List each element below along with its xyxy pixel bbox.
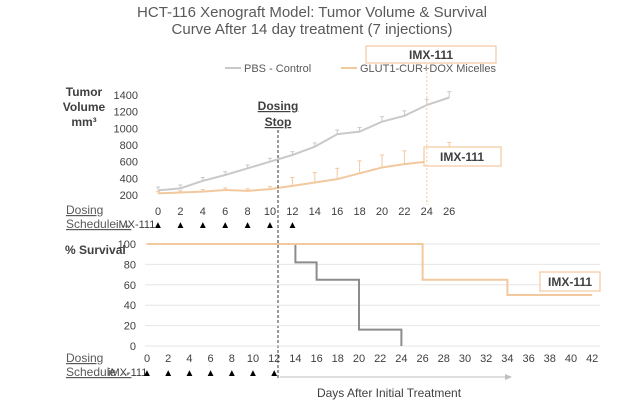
chart-subtitle: Curve After 14 day treatment (7 injectio… <box>172 21 453 38</box>
survival-xtick-label: 0 <box>144 353 150 365</box>
tumor-ylabel-line: Tumor <box>66 85 103 99</box>
survival-xtick-label: 26 <box>416 353 428 365</box>
tumor-treated-callout-label: IMX-111 <box>440 150 484 164</box>
dosing-stop-label-line2: Stop <box>265 115 292 129</box>
tumor-xtick-label: 12 <box>286 206 298 218</box>
dosing-schedule-bottom-dose-marker: ▲ <box>142 368 152 379</box>
survival-xtick-label: 6 <box>208 353 214 365</box>
tumor-xtick-label: 14 <box>309 206 321 218</box>
tumor-series-line-1 <box>157 156 450 195</box>
dosing-schedule-bottom-dose-marker: ▲ <box>269 368 279 379</box>
tumor-xtick-label: 10 <box>264 206 276 218</box>
tumor-ytick-label: 1400 <box>114 90 138 102</box>
legend-label-treated: GLUT1-CUR+DOX Micelles <box>360 63 496 75</box>
survival-series-line-1 <box>147 243 593 296</box>
survival-xlabel: Days After Initial Treatment <box>317 386 462 400</box>
survival-xtick-label: 20 <box>353 353 365 365</box>
tumor-treated-callout <box>423 146 502 167</box>
tumor-ytick-label: 800 <box>120 140 138 152</box>
dosing-schedule-top-label-line1: Dosing <box>66 203 103 217</box>
dosing-schedule-top-dose-marker: ▲ <box>287 220 297 231</box>
survival-series-line-0 <box>147 243 403 346</box>
tumor-ytick-label: 600 <box>120 157 138 169</box>
dosing-schedule-top-dose-marker: ▲ <box>153 220 163 231</box>
survival-treated-callout-label: IMX-111 <box>548 275 592 289</box>
survival-xtick-label: 40 <box>565 353 577 365</box>
survival-xtick-label: 36 <box>522 353 534 365</box>
legend-box-label: IMX-111 <box>409 48 453 62</box>
dosing-stop-label-line1: Dosing <box>258 99 299 113</box>
tumor-xtick-label: 16 <box>331 206 343 218</box>
tumor-series-line-0 <box>157 96 450 192</box>
tumor-xtick-label: 6 <box>222 206 228 218</box>
tumor-xtick-label: 18 <box>353 206 365 218</box>
survival-xtick-label: 30 <box>459 353 471 365</box>
survival-xtick-label: 38 <box>544 353 556 365</box>
survival-xtick-label: 22 <box>374 353 386 365</box>
dosing-schedule-bottom-dose-marker: ▲ <box>163 368 173 379</box>
dosing-schedule-top-dose-marker: ▲ <box>175 220 185 231</box>
dosing-schedule-top-dose-marker: ▲ <box>220 220 230 231</box>
dosing-schedule-top-dose-marker: ▲ <box>198 220 208 231</box>
survival-xtick-label: 12 <box>268 353 280 365</box>
tumor-xtick-label: 24 <box>421 206 433 218</box>
dosing-schedule-top-label-line2: Schedule → <box>66 217 131 231</box>
survival-xtick-label: 8 <box>229 353 235 365</box>
dosing-schedule-top-dose-marker: ▲ <box>243 220 253 231</box>
chart-title: HCT-116 Xenograft Model: Tumor Volume & … <box>137 4 487 21</box>
survival-treated-callout <box>539 271 601 292</box>
tumor-xtick-label: 2 <box>177 206 183 218</box>
dosing-schedule-bottom-label-line2: Schedule → <box>66 365 131 379</box>
survival-xtick-label: 28 <box>438 353 450 365</box>
tumor-xtick-label: 20 <box>376 206 388 218</box>
legend-label-control: PBS - Control <box>244 63 311 75</box>
dosing-schedule-bottom-dose-marker: ▲ <box>248 368 258 379</box>
survival-xtick-label: 24 <box>395 353 407 365</box>
survival-xtick-label: 2 <box>165 353 171 365</box>
survival-ytick-label: 40 <box>124 300 136 312</box>
tumor-ytick-label: 1000 <box>114 123 138 135</box>
tumor-xtick-label: 0 <box>155 206 161 218</box>
survival-xtick-label: 14 <box>289 353 301 365</box>
tumor-xtick-label: 26 <box>443 206 455 218</box>
dosing-schedule-top-drug-label: iMX-111 <box>116 219 155 231</box>
survival-ytick-label: 80 <box>124 259 136 271</box>
dosing-schedule-bottom-dose-marker: ▲ <box>227 368 237 379</box>
survival-xtick-label: 16 <box>310 353 322 365</box>
survival-ytick-label: 20 <box>124 321 136 333</box>
legend-box <box>365 45 497 64</box>
survival-ytick-label: 100 <box>118 239 136 251</box>
survival-x-arrow-head <box>505 374 512 380</box>
survival-ylabel: % Survival <box>65 243 126 257</box>
survival-xtick-label: 42 <box>586 353 598 365</box>
survival-xtick-label: 4 <box>186 353 192 365</box>
dosing-schedule-top-dose-marker: ▲ <box>265 220 275 231</box>
survival-xtick-label: 18 <box>332 353 344 365</box>
tumor-xtick-label: 22 <box>398 206 410 218</box>
dosing-schedule-bottom-dose-marker: ▲ <box>206 368 216 379</box>
tumor-xtick-label: 8 <box>245 206 251 218</box>
tumor-ytick-label: 400 <box>120 173 138 185</box>
tumor-ylabel-line: mm³ <box>71 115 96 129</box>
tumor-ytick-label: 200 <box>120 190 138 202</box>
dosing-schedule-bottom-drug-label: iMX-111 <box>108 367 147 379</box>
survival-ytick-label: 0 <box>130 341 136 353</box>
dosing-schedule-bottom-dose-marker: ▲ <box>184 368 194 379</box>
tumor-ytick-label: 1200 <box>114 107 138 119</box>
survival-xtick-label: 32 <box>480 353 492 365</box>
survival-ytick-label: 60 <box>124 280 136 292</box>
survival-xtick-label: 34 <box>501 353 513 365</box>
survival-xtick-label: 10 <box>247 353 259 365</box>
tumor-ylabel-line: Volume <box>63 100 106 114</box>
tumor-xtick-label: 4 <box>200 206 206 218</box>
dosing-schedule-bottom-label-line1: Dosing <box>66 351 103 365</box>
